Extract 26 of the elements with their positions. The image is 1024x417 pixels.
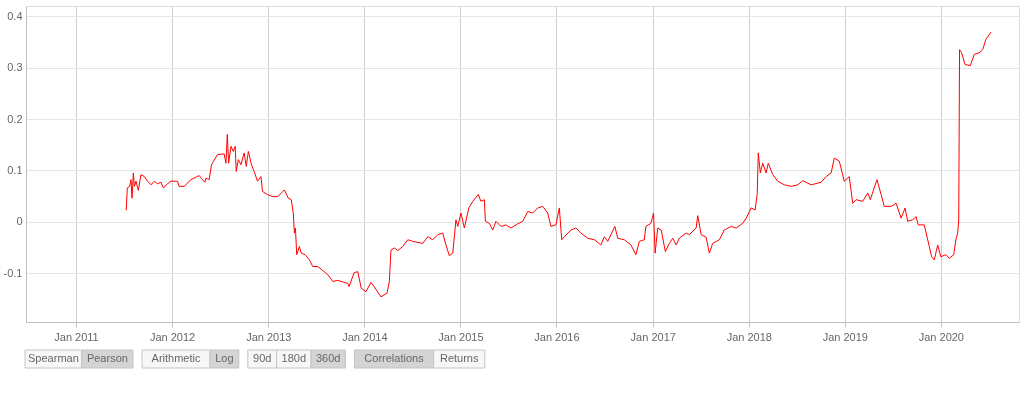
x-tick-label: Jan 2015	[438, 330, 484, 343]
x-tick-label: Jan 2013	[246, 330, 292, 343]
x-tick-label: Jan 2014	[342, 330, 388, 343]
text: Pearson	[86, 352, 128, 364]
line-series	[125, 31, 992, 298]
text: Correlations	[364, 352, 425, 364]
text: 180d	[281, 352, 307, 364]
x-tick-label: Jan 2020	[918, 330, 964, 343]
text: Spearman	[28, 352, 79, 364]
y-tick-label: 0.4	[7, 9, 23, 22]
text: Log	[215, 352, 234, 364]
x-tick-label: Jan 2016	[534, 330, 580, 343]
text: 90d	[253, 352, 272, 364]
x-tick-label: Jan 2012	[149, 330, 196, 343]
x-tick-label: Jan 2011	[54, 330, 99, 343]
y-tick-label: 0.3	[7, 61, 23, 74]
x-tick-label: Jan 2017	[630, 330, 676, 343]
y-tick-label: -0.1	[3, 266, 23, 279]
y-tick-label: 0.2	[7, 112, 23, 125]
text: 360d	[315, 352, 341, 364]
y-tick-label: 0.1	[7, 163, 23, 176]
x-tick-label: Jan 2019	[822, 330, 868, 343]
text: Arithmetic	[151, 352, 201, 364]
x-tick-label: Jan 2018	[726, 330, 772, 343]
y-tick-label: 0	[16, 215, 23, 228]
text: Returns	[439, 352, 479, 364]
